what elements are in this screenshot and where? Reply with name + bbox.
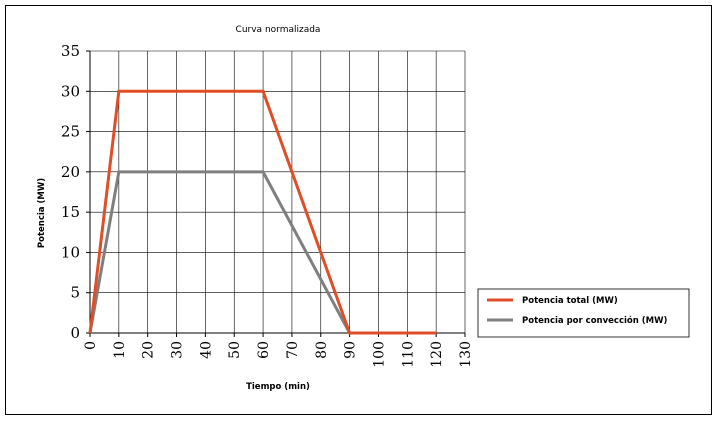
y-tick-label: 20 (61, 163, 80, 181)
x-tick-labels: 0 10 20 30 40 50 60 70 80 90 100 110 120 130 (83, 341, 474, 368)
x-tick-label: 40 (198, 341, 214, 359)
x-tick-label: 20 (141, 341, 157, 359)
chart-frame (5, 5, 712, 415)
y-tick-label: 25 (61, 123, 80, 141)
series-layer (88, 89, 437, 335)
legend-label-1: Potencia total (MW) (522, 296, 618, 306)
chart-title: Curva normalizada (236, 25, 321, 35)
legend: Potencia total (MW) Potencia por convecci… (477, 288, 690, 338)
x-tick-label: 90 (343, 341, 359, 359)
y-axis-label: Potencia (MW) (37, 178, 47, 248)
x-tick-label: 10 (112, 341, 128, 359)
series-line-1 (88, 89, 437, 335)
x-tick-label: 30 (170, 341, 186, 359)
x-tick-label: 110 (400, 341, 416, 368)
x-tick-label: 0 (83, 341, 99, 350)
y-tick-label: 30 (61, 82, 80, 100)
y-tick-label: 35 (61, 42, 80, 60)
x-tick-label: 80 (314, 341, 330, 359)
x-tick-label: 60 (256, 341, 272, 359)
grid (89, 50, 466, 334)
y-tick-label: 15 (61, 203, 80, 221)
y-tick-label: 10 (61, 243, 80, 261)
x-tick-label: 50 (227, 341, 243, 359)
x-tick-label: 130 (458, 341, 474, 368)
y-tick-labels: 0 5 10 15 20 25 30 35 (61, 42, 80, 342)
x-tick-label: 120 (429, 341, 445, 368)
x-tick-label: 100 (371, 341, 387, 368)
y-tick-label: 5 (70, 284, 80, 302)
x-tick-label: 70 (285, 341, 301, 359)
legend-label-2: Potencia por convección (MW) (522, 315, 667, 326)
y-tick-label: 0 (70, 324, 80, 342)
x-axis-label: Tiempo (min) (246, 382, 310, 392)
legend-box (477, 288, 690, 338)
